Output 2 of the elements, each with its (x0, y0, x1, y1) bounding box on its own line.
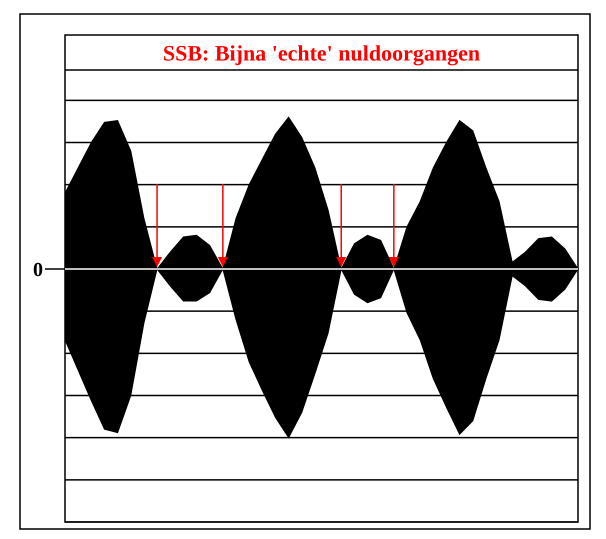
text: 0 (33, 259, 43, 282)
chart-title: SSB: Bijna 'echte' nuldoorgangen (162, 40, 480, 66)
